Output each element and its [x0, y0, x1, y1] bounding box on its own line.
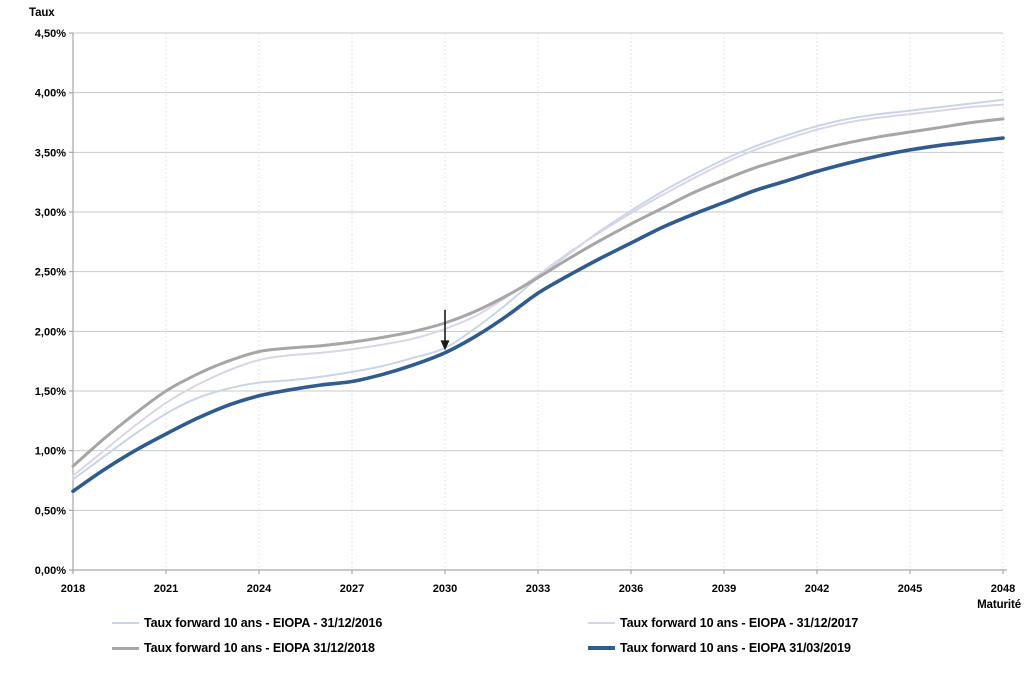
- x-tick-label: 2024: [247, 583, 272, 595]
- series-line: [71, 117, 1005, 468]
- x-axis-title: Maturité: [977, 599, 1021, 611]
- y-tick-label: 4,00%: [35, 88, 66, 100]
- y-tick-label: 2,00%: [35, 326, 66, 338]
- x-tick-label: 2039: [712, 583, 736, 595]
- y-axis-title: Taux: [29, 7, 55, 19]
- series-line: [72, 103, 1004, 477]
- y-tick-label: 3,00%: [35, 207, 66, 219]
- y-tick-label: 3,50%: [35, 147, 66, 159]
- y-tick-label: 0,00%: [35, 565, 66, 577]
- x-tick-label: 2048: [991, 583, 1015, 595]
- y-tick-label: 0,50%: [35, 505, 66, 517]
- y-tick-label: 2,50%: [35, 267, 66, 279]
- x-tick-label: 2045: [898, 583, 922, 595]
- series-line: [71, 136, 1005, 494]
- x-tick-label: 2021: [154, 583, 178, 595]
- x-tick-label: 2027: [340, 583, 364, 595]
- y-tick-label: 1,00%: [35, 446, 66, 458]
- x-tick-label: 2042: [805, 583, 829, 595]
- y-tick-label: 1,50%: [35, 386, 66, 398]
- x-tick-label: 2033: [526, 583, 550, 595]
- annotation-arrow-head: [440, 340, 450, 351]
- x-tick-label: 2018: [61, 583, 85, 595]
- y-tick-label: 4,50%: [35, 28, 66, 40]
- x-tick-label: 2030: [433, 583, 457, 595]
- x-tick-label: 2036: [619, 583, 643, 595]
